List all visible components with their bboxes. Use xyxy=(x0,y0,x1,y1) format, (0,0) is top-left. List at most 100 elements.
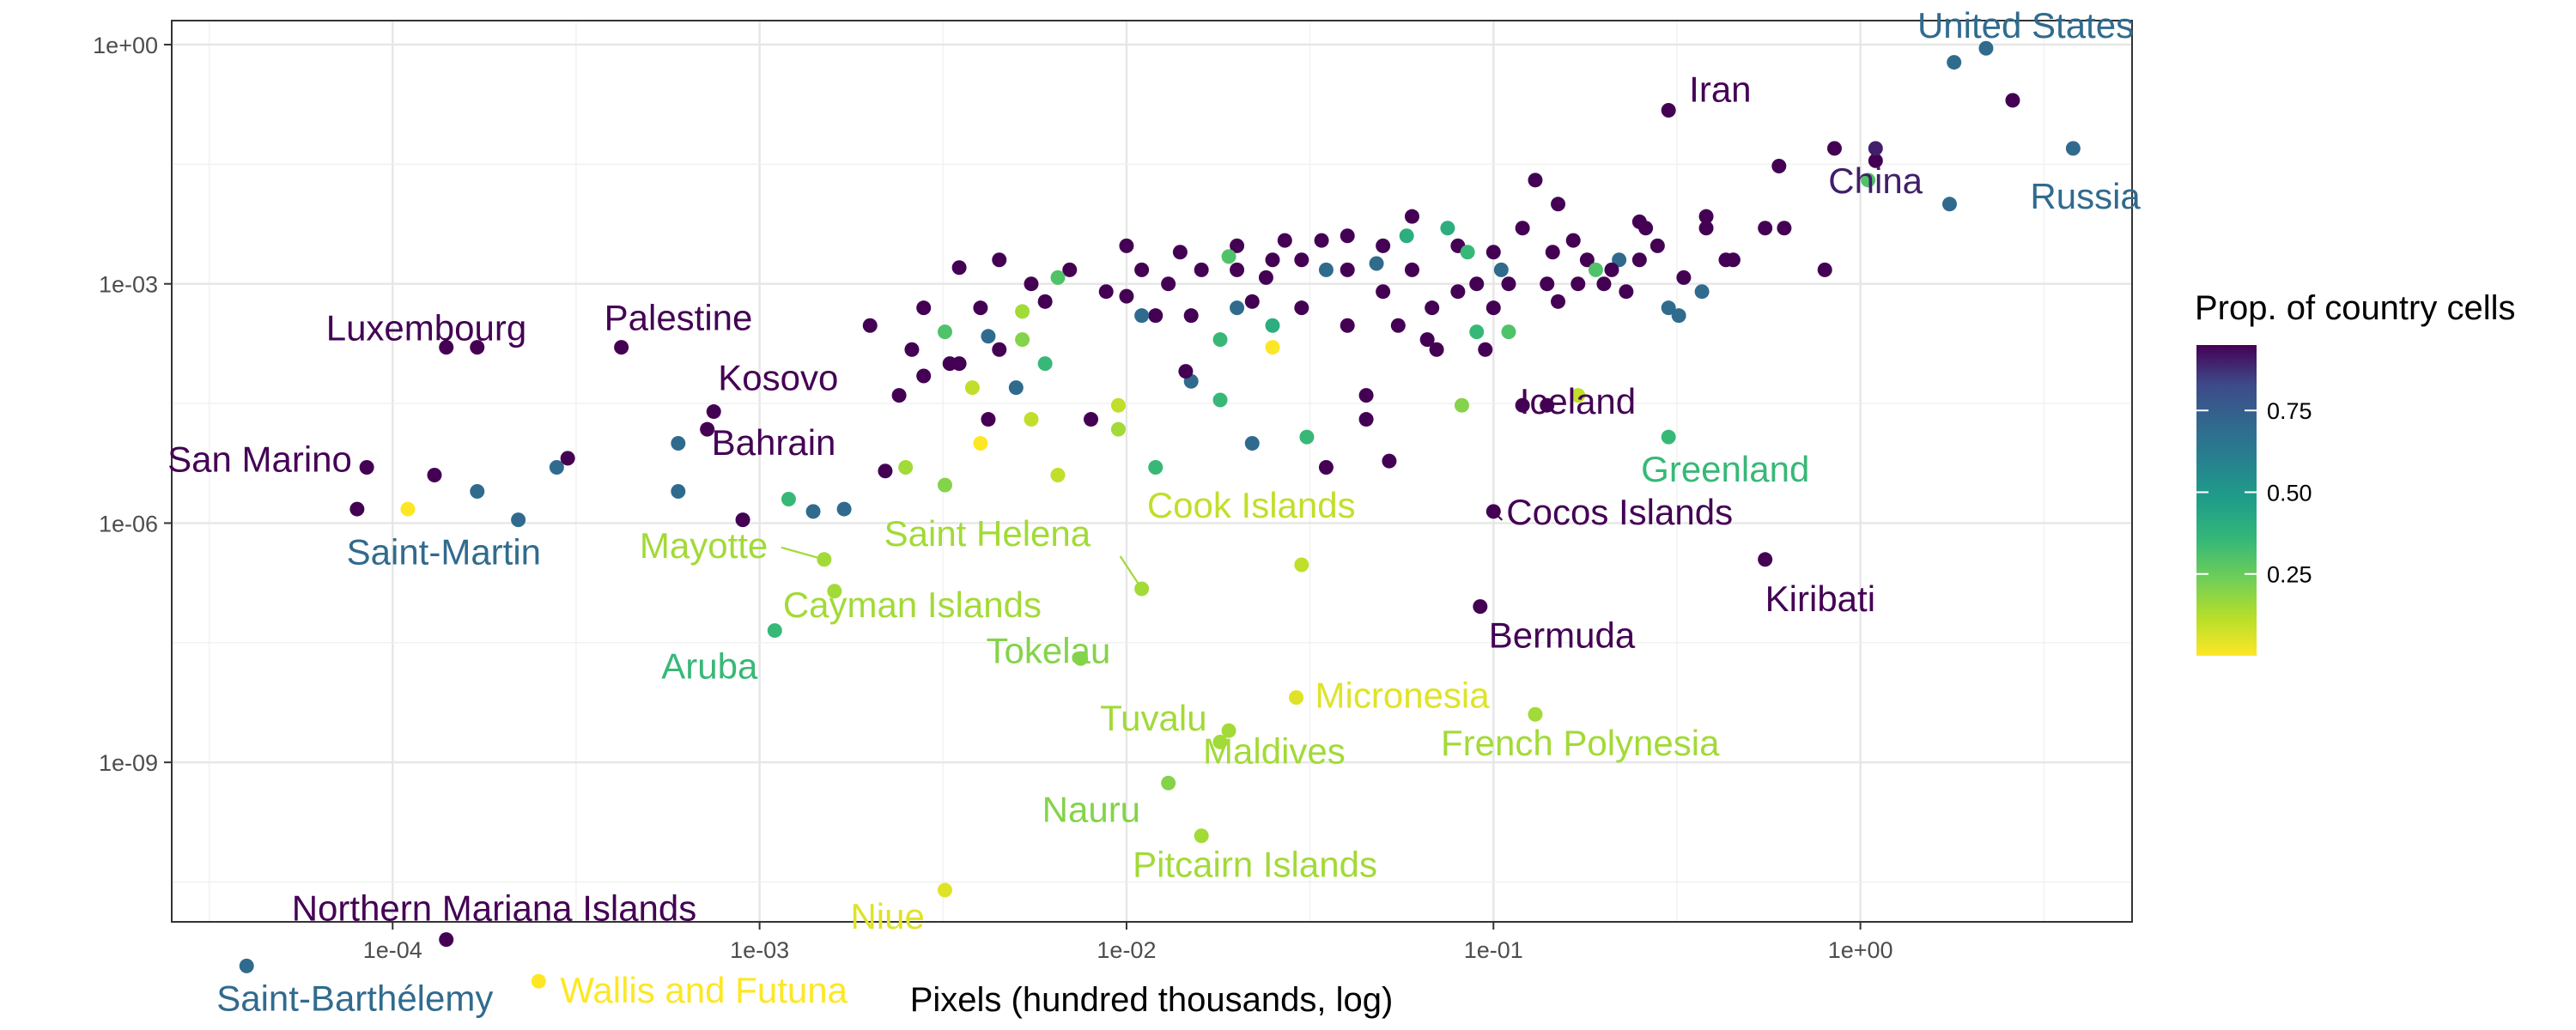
data-point xyxy=(916,300,932,316)
point-label: Saint Helena xyxy=(884,513,1091,554)
labeled-point xyxy=(1194,828,1209,844)
data-point xyxy=(1698,221,1714,236)
data-point xyxy=(898,459,914,475)
data-point xyxy=(549,459,564,475)
x-axis-title: Pixels (hundred thousands, log) xyxy=(910,981,1394,1019)
point-label: United States xyxy=(1917,5,2134,45)
data-points xyxy=(239,40,2081,989)
data-point xyxy=(781,491,796,506)
data-point xyxy=(1399,228,1414,244)
label-leader-line xyxy=(1492,511,1504,521)
point-label: Mayotte xyxy=(640,525,768,566)
data-point xyxy=(973,300,988,316)
data-point xyxy=(1358,412,1374,427)
labeled-point xyxy=(1868,141,1883,156)
point-label: Bermuda xyxy=(1489,615,1636,656)
data-point xyxy=(1110,397,1126,413)
data-point xyxy=(1588,262,1603,277)
data-point xyxy=(560,451,575,466)
data-point xyxy=(671,483,686,499)
data-point xyxy=(1294,252,1309,268)
legend-colorbar xyxy=(2196,345,2257,656)
labeled-point xyxy=(1212,734,1228,749)
data-point xyxy=(1265,252,1280,268)
labeled-point xyxy=(937,882,952,898)
data-point xyxy=(1382,453,1397,469)
data-point xyxy=(1212,392,1228,408)
labeled-point xyxy=(614,340,629,355)
data-point xyxy=(1718,252,1734,268)
y-axis-ticks: 1e-09 1e-06 1e-03 1e+00 xyxy=(93,33,172,776)
data-point xyxy=(1148,308,1163,324)
data-point xyxy=(1404,209,1419,224)
y-tick-label: 1e+00 xyxy=(93,33,158,58)
labeled-point xyxy=(1473,599,1488,615)
data-point xyxy=(1528,173,1543,188)
data-point xyxy=(1134,308,1150,324)
data-point xyxy=(1024,276,1039,292)
data-point xyxy=(1515,397,1530,413)
point-label: Kiribati xyxy=(1765,579,1875,619)
data-point xyxy=(964,380,980,396)
point-label: Russia xyxy=(2030,176,2141,216)
point-labels: United States China Russia Iran IcelandGreen… xyxy=(167,5,2141,1018)
legend-tick-label: 0.25 xyxy=(2267,562,2312,588)
data-point xyxy=(1485,245,1501,260)
data-point xyxy=(1148,459,1163,475)
data-point xyxy=(1868,153,1883,168)
label-leader-line xyxy=(1119,555,1143,590)
data-point xyxy=(1110,421,1126,437)
data-point xyxy=(973,436,988,451)
point-label: Palestine xyxy=(605,298,753,338)
data-point xyxy=(1178,364,1194,379)
point-label: Maldives xyxy=(1203,730,1346,771)
labeled-point xyxy=(1540,397,1555,413)
data-point xyxy=(862,318,878,333)
data-point xyxy=(891,388,907,403)
data-point xyxy=(1015,332,1030,348)
point-label: San Marino xyxy=(167,439,352,479)
point-label: Kosovo xyxy=(718,358,838,398)
data-point xyxy=(1649,238,1665,253)
data-point xyxy=(427,468,442,483)
data-point xyxy=(1596,276,1612,292)
labeled-point xyxy=(1289,690,1304,706)
labeled-point xyxy=(1661,429,1676,445)
data-point xyxy=(470,340,485,355)
data-point xyxy=(1771,158,1787,173)
y-tick-label: 1e-03 xyxy=(99,272,158,298)
point-label: French Polynesia xyxy=(1441,723,1720,763)
data-point xyxy=(1119,238,1134,253)
data-point xyxy=(1340,318,1355,333)
data-point xyxy=(916,368,932,384)
label-leader-line xyxy=(781,546,825,560)
point-label: Saint-Barthélemy xyxy=(216,978,493,1018)
data-point xyxy=(1318,262,1334,277)
data-point xyxy=(805,504,821,519)
legend-tick-label: 0.75 xyxy=(2267,398,2312,424)
data-point xyxy=(1404,262,1419,277)
data-point xyxy=(1440,221,1455,236)
data-point xyxy=(1861,173,1876,188)
point-label: Greenland xyxy=(1641,449,1809,489)
x-axis-ticks: 1e-04 1e-03 1e-02 1e-01 1e+00 xyxy=(363,922,1893,963)
data-point xyxy=(1460,245,1475,260)
data-point xyxy=(1318,459,1334,475)
data-point xyxy=(836,501,852,517)
x-tick-label: 1e+00 xyxy=(1828,937,1893,963)
x-tick-label: 1e-03 xyxy=(730,937,789,963)
data-point xyxy=(1277,233,1292,248)
data-point xyxy=(1758,221,1773,236)
data-point xyxy=(1612,252,1627,268)
data-point xyxy=(1062,262,1078,277)
point-label: Iran xyxy=(1689,70,1751,110)
point-label: Luxembourg xyxy=(326,308,526,348)
point-label: Micronesia xyxy=(1315,676,1491,716)
labeled-point xyxy=(1661,103,1676,118)
data-point xyxy=(1671,308,1686,324)
data-point xyxy=(1037,294,1053,309)
label-leaders xyxy=(781,511,1504,590)
data-point xyxy=(951,260,967,276)
data-point xyxy=(1024,412,1039,427)
